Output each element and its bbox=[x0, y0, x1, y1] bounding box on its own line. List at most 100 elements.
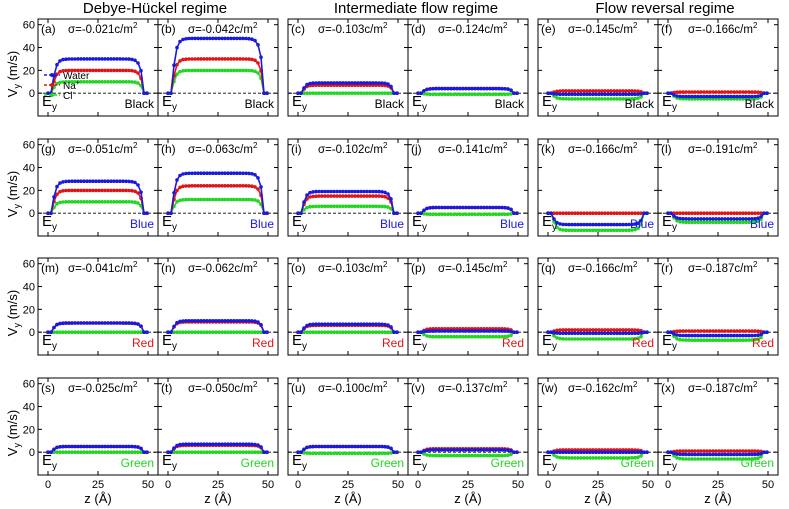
sigma-label: σ=-0.166c/m2 bbox=[568, 141, 638, 156]
data-point-water bbox=[702, 217, 706, 221]
data-point-water bbox=[591, 331, 595, 336]
data-point-na bbox=[109, 188, 113, 193]
data-point-water bbox=[359, 81, 363, 85]
data-point-water bbox=[94, 57, 98, 61]
data-point-water bbox=[726, 333, 730, 338]
data-point-water bbox=[666, 211, 670, 215]
data-point-cl bbox=[702, 457, 706, 461]
data-point-water bbox=[606, 450, 610, 455]
data-point-cl bbox=[359, 330, 363, 335]
data-point-cl bbox=[94, 80, 98, 84]
data-point-cl bbox=[476, 453, 480, 458]
data-point-water bbox=[669, 91, 673, 95]
data-point-cl bbox=[470, 334, 474, 339]
data-point-na bbox=[624, 211, 628, 215]
data-point-na bbox=[184, 184, 188, 188]
data-point-na bbox=[181, 57, 185, 62]
data-point-water bbox=[633, 92, 637, 97]
data-point-na bbox=[729, 90, 733, 94]
data-point-cl bbox=[190, 450, 194, 455]
data-point-na bbox=[552, 211, 556, 215]
data-point-na bbox=[211, 57, 215, 61]
data-point-water bbox=[88, 57, 92, 61]
data-point-na bbox=[627, 328, 631, 332]
data-point-water bbox=[356, 322, 360, 327]
data-point-na bbox=[558, 328, 562, 332]
data-point-water bbox=[732, 94, 736, 99]
data-point-cl bbox=[491, 92, 495, 97]
data-point-water bbox=[259, 55, 263, 59]
data-point-water bbox=[690, 217, 694, 221]
data-point-water bbox=[115, 57, 119, 61]
data-point-water bbox=[479, 329, 483, 333]
color-label: Red bbox=[502, 336, 524, 350]
legend-label-cl: Cl- bbox=[63, 90, 75, 102]
data-point-water bbox=[115, 321, 119, 325]
field-label: Ey bbox=[42, 93, 57, 113]
data-point-water bbox=[181, 37, 185, 42]
data-point-water bbox=[588, 92, 592, 97]
data-point-water bbox=[202, 319, 206, 323]
data-point-na bbox=[750, 90, 754, 94]
field-label: Ey bbox=[162, 213, 177, 233]
data-point-water bbox=[428, 329, 432, 333]
data-point-na bbox=[555, 328, 559, 333]
data-point-cl bbox=[341, 91, 345, 95]
data-point-cl bbox=[130, 330, 134, 335]
data-point-water bbox=[428, 87, 432, 91]
data-point-cl bbox=[552, 453, 556, 457]
data-point-cl bbox=[690, 338, 694, 343]
data-point-na bbox=[187, 184, 191, 188]
data-point-cl bbox=[341, 451, 345, 456]
data-point-water bbox=[64, 57, 68, 61]
data-point-water bbox=[431, 86, 435, 91]
data-point-na bbox=[585, 328, 589, 332]
data-point-na bbox=[226, 184, 230, 188]
data-point-na bbox=[750, 211, 754, 215]
data-point-water bbox=[672, 451, 676, 456]
data-point-na bbox=[597, 211, 601, 215]
data-point-water bbox=[323, 189, 327, 194]
data-point-water bbox=[323, 322, 327, 327]
data-point-water bbox=[720, 217, 724, 221]
data-point-na bbox=[696, 449, 700, 453]
data-point-water bbox=[747, 333, 751, 338]
data-point-water bbox=[395, 450, 399, 455]
data-point-water bbox=[488, 205, 492, 210]
data-point-water bbox=[633, 450, 637, 455]
data-point-water bbox=[166, 211, 170, 215]
data-point-cl bbox=[184, 68, 188, 73]
sigma-label: σ=-0.103c/m2 bbox=[318, 260, 388, 275]
data-point-cl bbox=[639, 454, 643, 458]
data-point-water bbox=[142, 91, 146, 95]
data-point-cl bbox=[705, 457, 709, 461]
data-point-cl bbox=[115, 330, 119, 335]
data-point-cl bbox=[564, 456, 568, 460]
data-point-cl bbox=[226, 330, 230, 335]
data-point-cl bbox=[67, 200, 71, 204]
data-point-na bbox=[187, 57, 191, 61]
data-point-water bbox=[735, 94, 739, 99]
data-point-water bbox=[512, 330, 516, 335]
data-point-water bbox=[302, 447, 306, 452]
data-point-na bbox=[633, 211, 637, 215]
data-point-cl bbox=[741, 338, 745, 343]
data-point-water bbox=[380, 444, 384, 449]
data-point-cl bbox=[184, 197, 188, 202]
data-point-water bbox=[344, 444, 348, 449]
data-point-cl bbox=[136, 81, 140, 85]
data-point-water bbox=[681, 333, 685, 338]
data-point-cl bbox=[187, 68, 191, 73]
data-point-water bbox=[464, 205, 468, 210]
data-point-water bbox=[296, 330, 300, 335]
data-point-na bbox=[687, 449, 691, 453]
data-point-water bbox=[416, 91, 420, 95]
x-axis-label: z (Å) bbox=[704, 491, 731, 506]
data-point-water bbox=[594, 450, 598, 455]
data-point-water bbox=[94, 444, 98, 449]
data-point-water bbox=[91, 179, 95, 183]
data-point-water bbox=[690, 94, 694, 99]
data-point-na bbox=[561, 328, 565, 332]
data-point-water bbox=[600, 331, 604, 336]
